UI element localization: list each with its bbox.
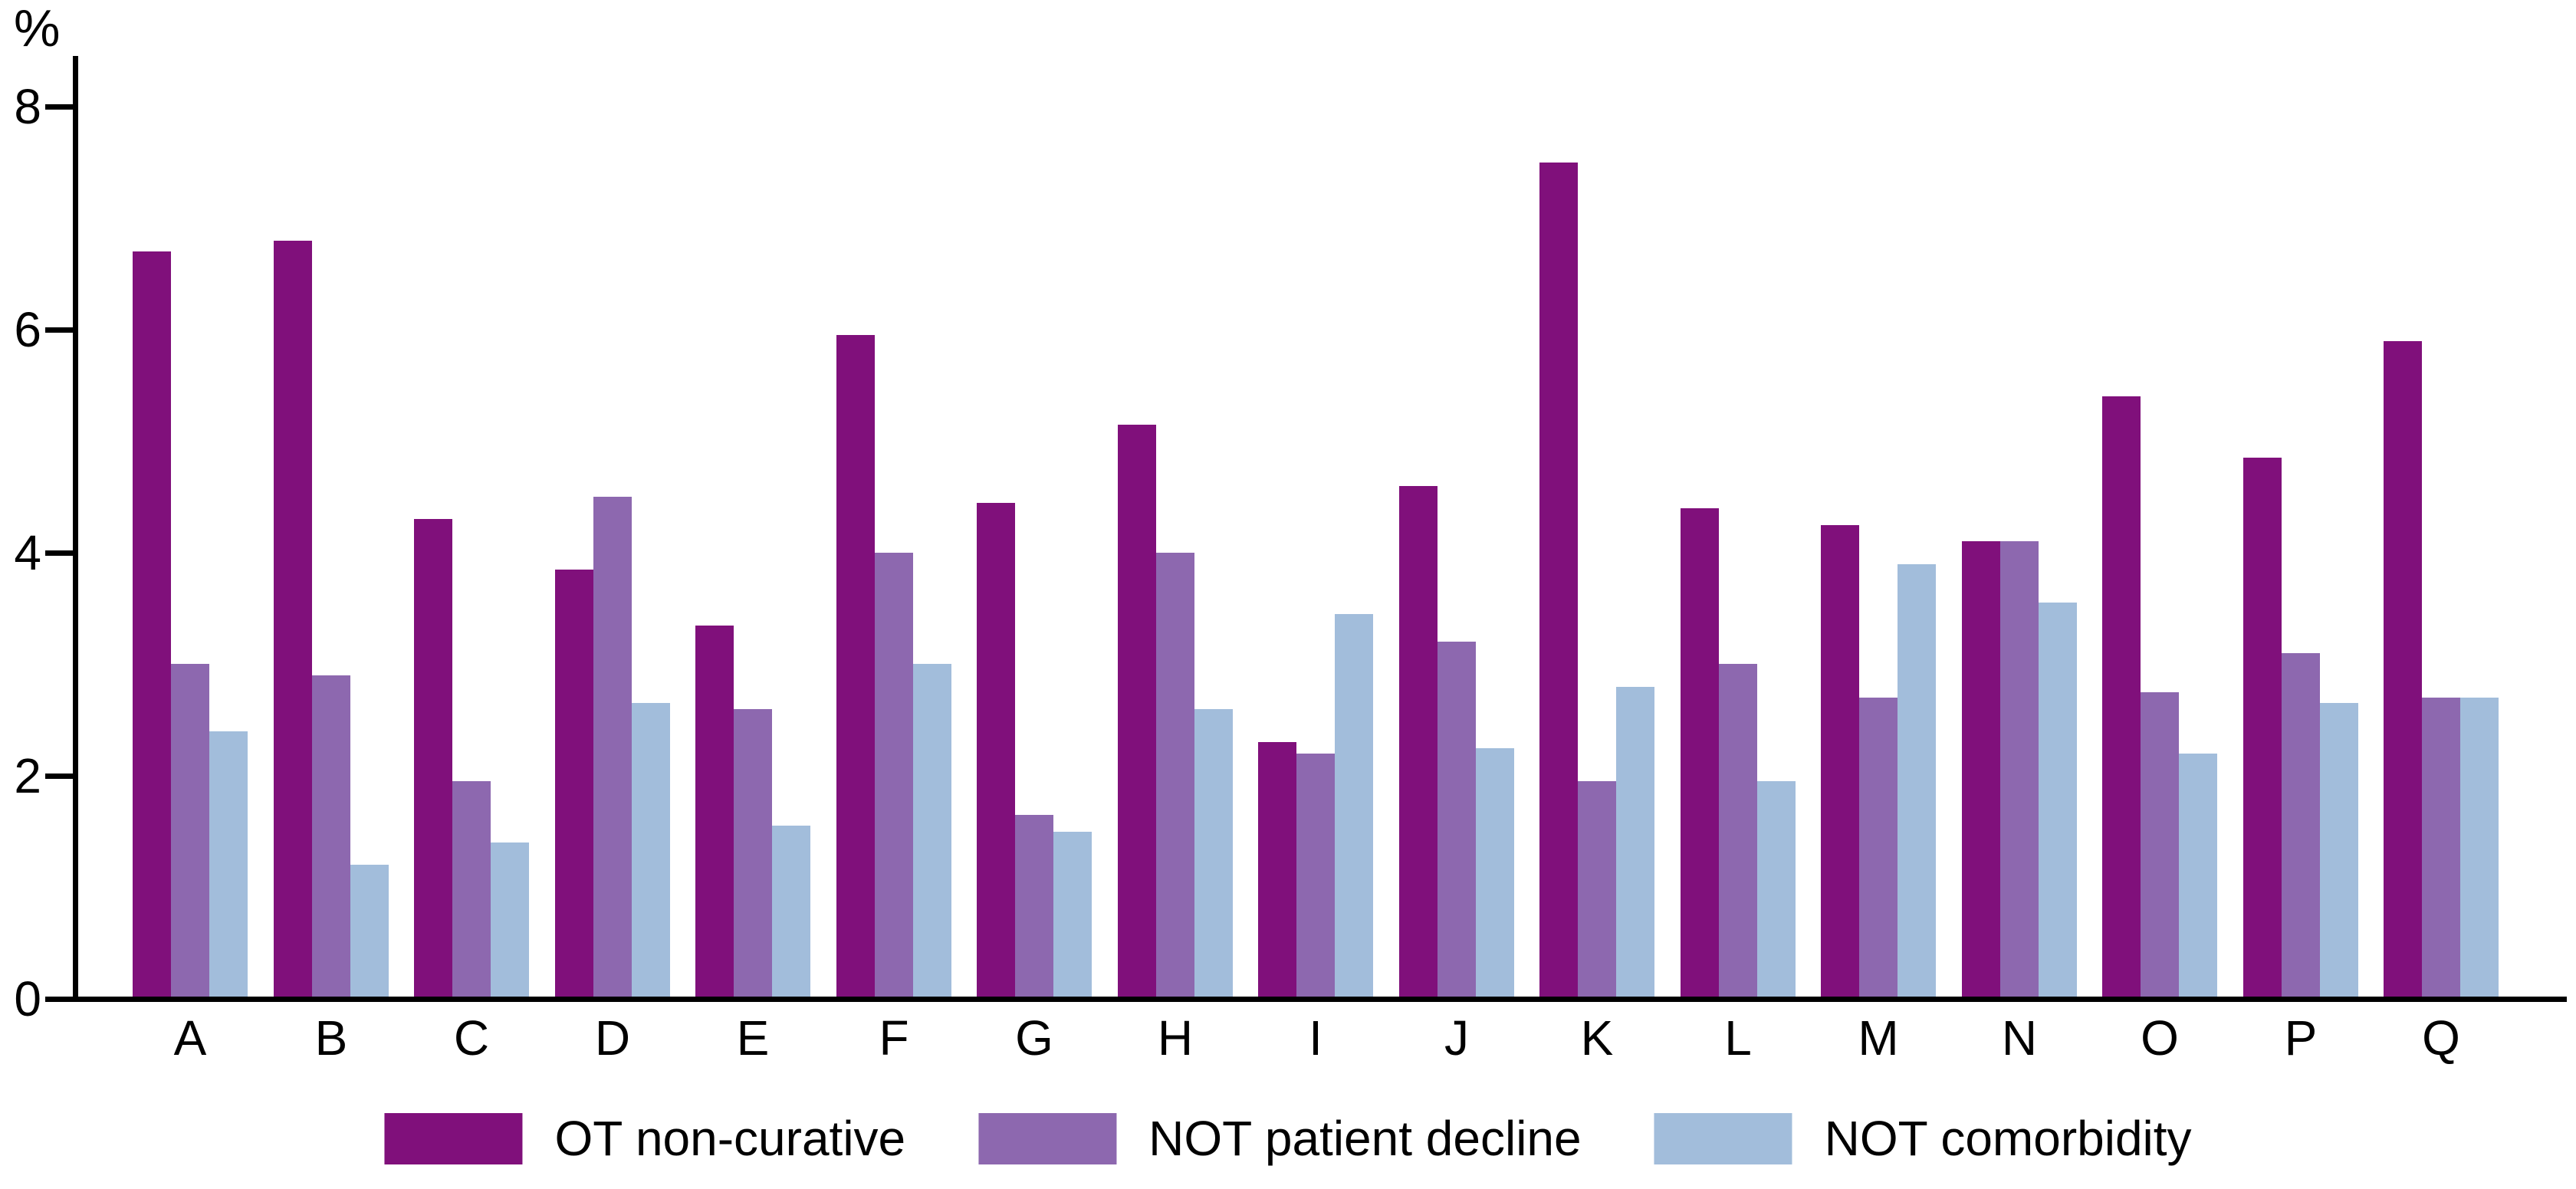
bar bbox=[209, 731, 248, 999]
bar bbox=[1859, 698, 1898, 999]
bar bbox=[1539, 163, 1578, 999]
x-category-label: D bbox=[594, 1010, 631, 1066]
bar bbox=[1053, 832, 1092, 999]
bar bbox=[593, 497, 632, 999]
bar bbox=[171, 664, 209, 999]
bar bbox=[1015, 815, 1053, 999]
legend-swatch bbox=[978, 1112, 1117, 1164]
bar bbox=[1118, 425, 1156, 999]
bar bbox=[977, 503, 1015, 999]
y-axis-unit-label: % bbox=[14, 0, 61, 57]
y-tick-label: 4 bbox=[14, 525, 41, 580]
legend-item: NOT comorbidity bbox=[1654, 1112, 2192, 1165]
bar bbox=[2179, 754, 2217, 999]
x-category-label: K bbox=[1580, 1010, 1614, 1066]
legend-item: NOT patient decline bbox=[978, 1111, 1582, 1166]
bar bbox=[491, 842, 529, 999]
x-category-label: L bbox=[1724, 1010, 1752, 1066]
bar bbox=[274, 241, 312, 999]
bar bbox=[1438, 642, 1476, 999]
x-axis-line bbox=[73, 997, 2567, 1002]
y-tick-mark bbox=[45, 774, 73, 779]
bar bbox=[2384, 341, 2422, 999]
legend-label: OT non-curative bbox=[554, 1111, 906, 1166]
bar bbox=[133, 251, 171, 999]
y-tick-label: 8 bbox=[14, 79, 41, 134]
legend-item: OT non-curative bbox=[384, 1112, 905, 1165]
y-tick-label: 0 bbox=[14, 971, 41, 1026]
x-category-label: I bbox=[1309, 1010, 1322, 1066]
legend-label: NOT comorbidity bbox=[1824, 1111, 2192, 1166]
bar bbox=[1681, 508, 1719, 999]
bar bbox=[913, 664, 951, 999]
x-category-label: P bbox=[2284, 1010, 2318, 1066]
legend: OT non-curative NOT patient decline NOT co… bbox=[384, 1111, 2192, 1166]
bar bbox=[2243, 458, 2282, 999]
bar bbox=[734, 709, 772, 999]
bar bbox=[2000, 541, 2039, 999]
bar bbox=[1335, 614, 1373, 999]
bar bbox=[695, 626, 734, 999]
bar bbox=[1898, 564, 1936, 999]
y-tick-mark bbox=[45, 997, 73, 1002]
bar bbox=[555, 570, 593, 999]
bar bbox=[1296, 754, 1335, 999]
bar bbox=[350, 865, 389, 999]
y-tick-mark bbox=[45, 327, 73, 333]
y-tick-label: 2 bbox=[14, 748, 41, 803]
bar bbox=[1156, 553, 1194, 999]
bar bbox=[2320, 703, 2358, 999]
x-category-label: H bbox=[1157, 1010, 1194, 1066]
y-tick-mark bbox=[45, 550, 73, 556]
bar bbox=[1258, 742, 1296, 999]
x-category-label: M bbox=[1858, 1010, 1899, 1066]
x-category-label: E bbox=[736, 1010, 770, 1066]
bar bbox=[312, 675, 350, 999]
bar bbox=[1578, 781, 1616, 999]
bar bbox=[1821, 525, 1859, 999]
x-category-label: C bbox=[453, 1010, 490, 1066]
legend-label: NOT patient decline bbox=[1148, 1111, 1582, 1166]
bar bbox=[1399, 486, 1438, 999]
bar bbox=[875, 553, 913, 999]
legend-swatch bbox=[384, 1112, 523, 1164]
bar bbox=[1616, 687, 1654, 999]
legend-swatch bbox=[1654, 1112, 1792, 1164]
y-tick-label: 6 bbox=[14, 302, 41, 357]
bar bbox=[1757, 781, 1796, 999]
bar bbox=[2141, 692, 2179, 999]
x-category-label: F bbox=[879, 1010, 909, 1066]
x-category-label: O bbox=[2141, 1010, 2179, 1066]
x-category-label: G bbox=[1015, 1010, 1053, 1066]
bar bbox=[2039, 603, 2077, 999]
bar bbox=[772, 826, 810, 999]
bar bbox=[2422, 698, 2460, 999]
bar bbox=[1719, 664, 1757, 999]
bar bbox=[452, 781, 491, 999]
bar bbox=[2282, 653, 2320, 999]
bar bbox=[2102, 396, 2141, 999]
bar bbox=[632, 703, 670, 999]
bar bbox=[414, 519, 452, 999]
y-tick-mark bbox=[45, 104, 73, 110]
x-category-label: N bbox=[2001, 1010, 2038, 1066]
bar bbox=[1476, 748, 1514, 999]
bar bbox=[2460, 698, 2499, 999]
x-category-label: Q bbox=[2422, 1010, 2460, 1066]
y-axis-line bbox=[73, 56, 78, 1002]
bar bbox=[1962, 541, 2000, 999]
x-category-label: B bbox=[314, 1010, 348, 1066]
bar bbox=[836, 335, 875, 999]
x-category-label: A bbox=[173, 1010, 207, 1066]
bar bbox=[1194, 709, 1233, 999]
x-category-label: J bbox=[1444, 1010, 1469, 1066]
